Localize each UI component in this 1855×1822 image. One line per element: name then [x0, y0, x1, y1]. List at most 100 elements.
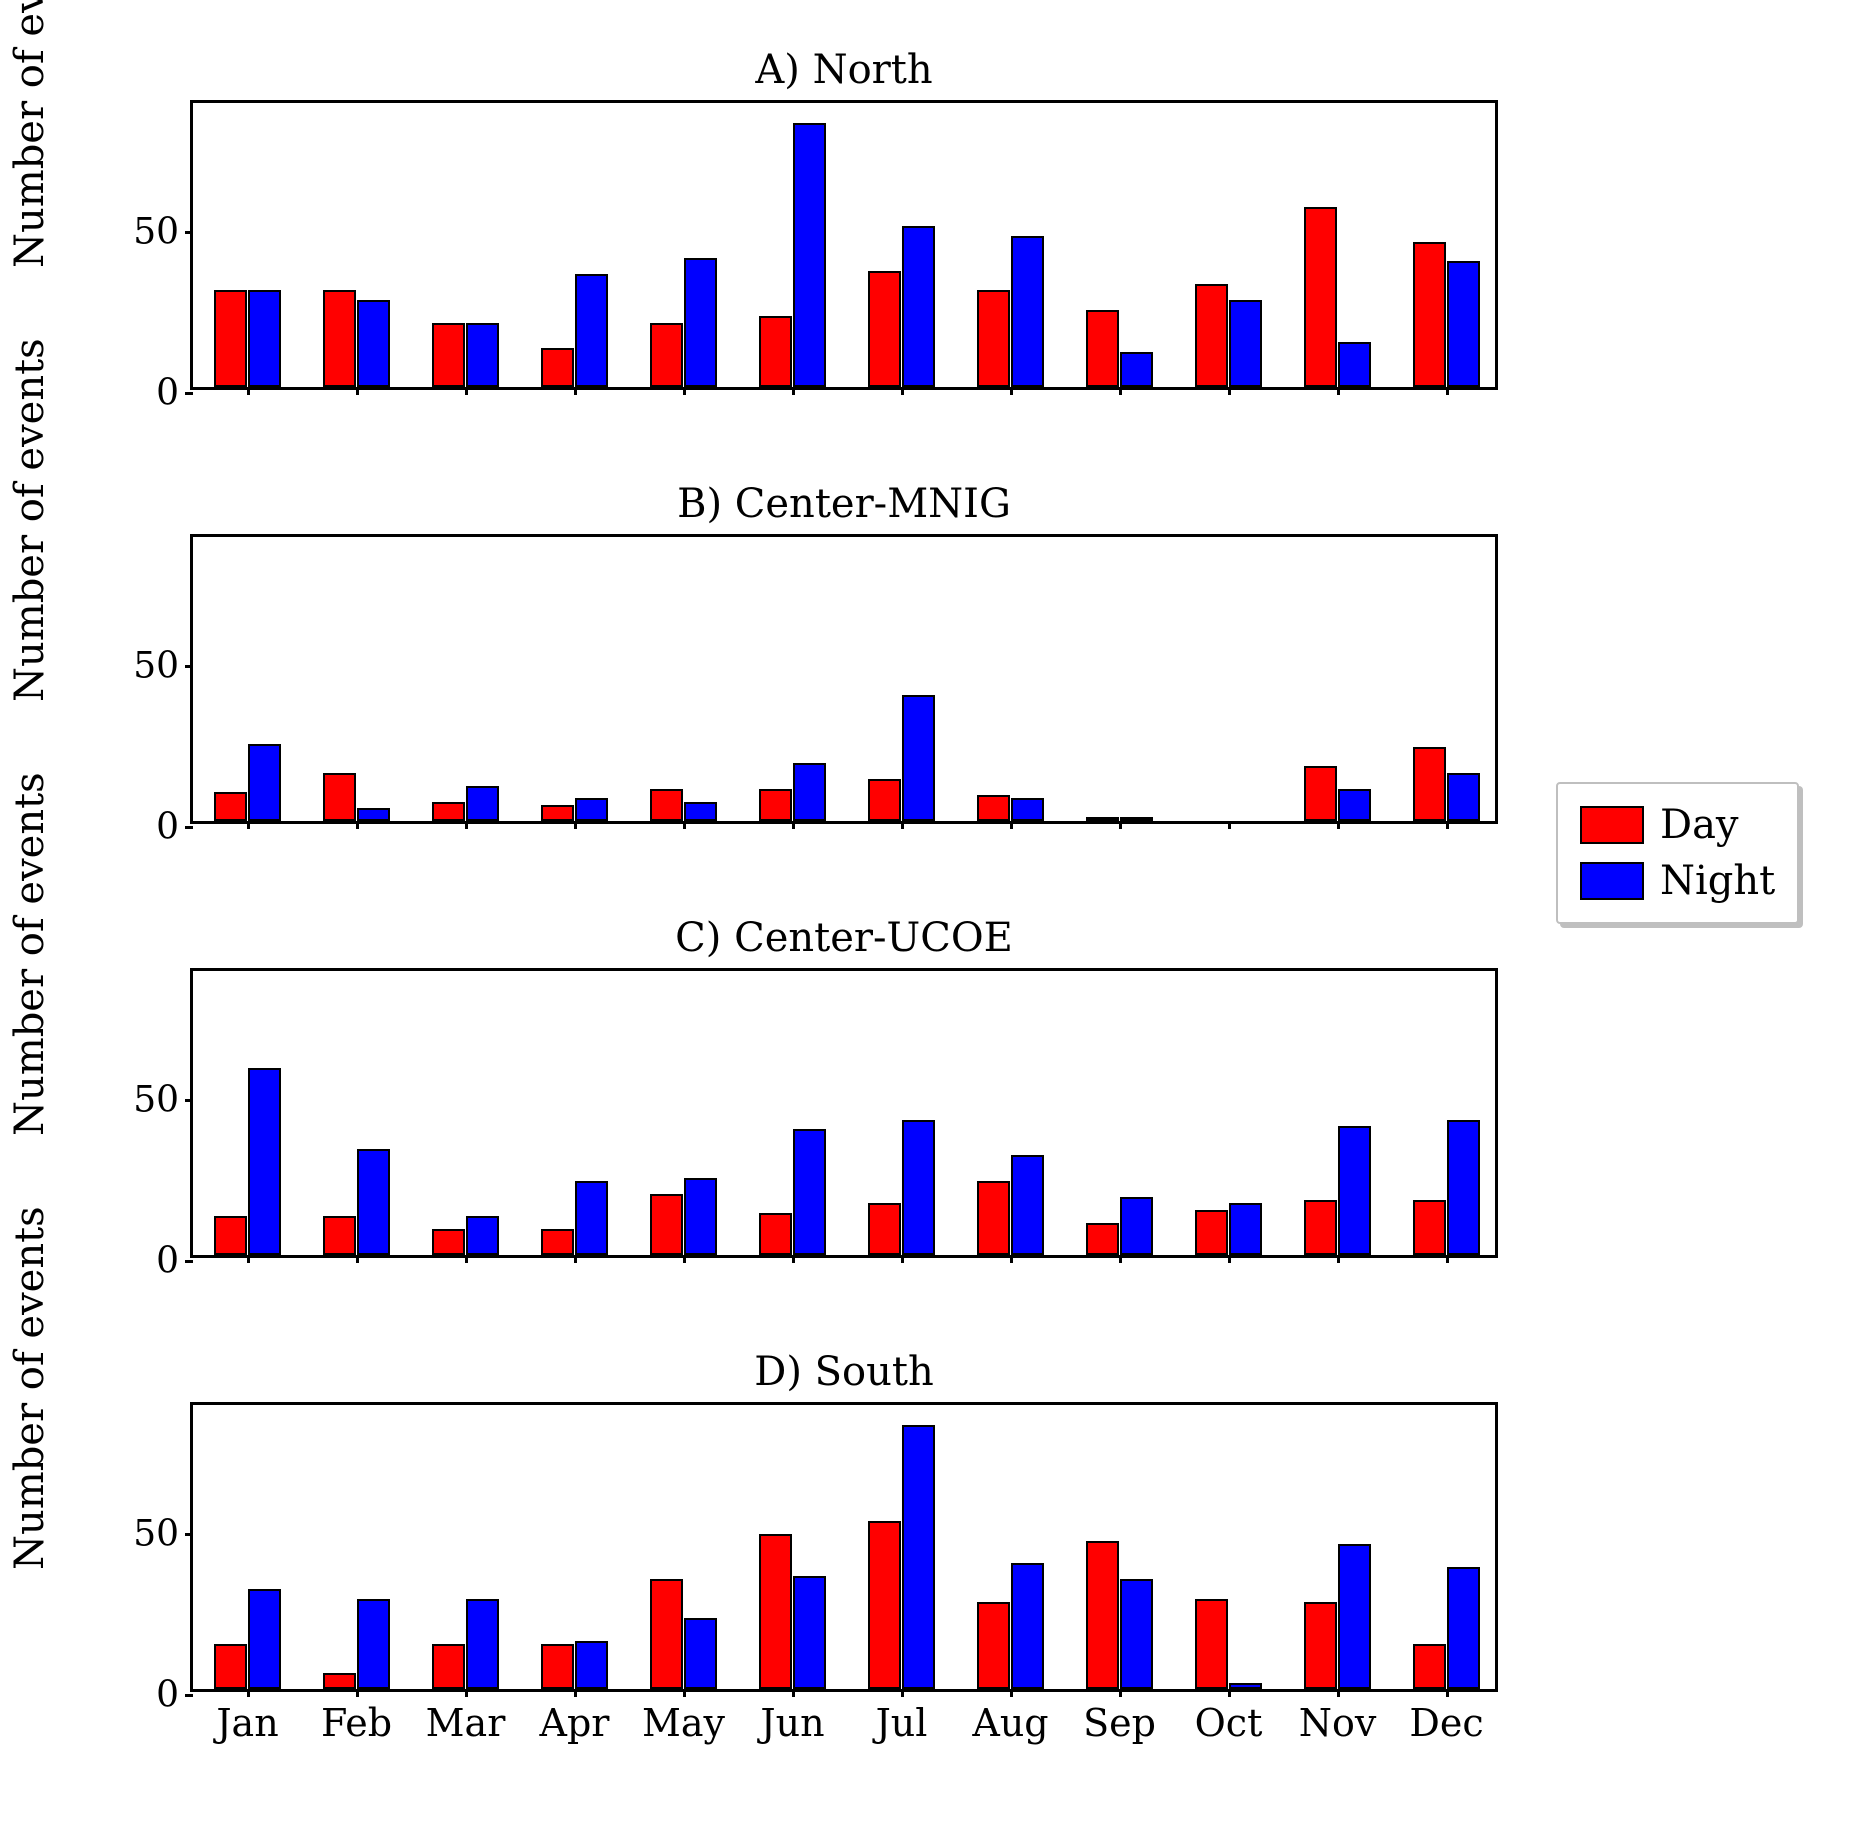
xtick-label: May — [642, 1689, 725, 1745]
panel-title: B) Center-MNIG — [193, 481, 1495, 527]
bar-day — [1086, 1541, 1120, 1689]
figure: A) North050 Number of events B) Center-MNI… — [0, 0, 1855, 1822]
xtick-mark — [901, 821, 904, 829]
bar-night — [1338, 789, 1372, 821]
bar-day — [650, 1194, 684, 1255]
bar-day — [1304, 1200, 1338, 1255]
xtick-mark — [574, 821, 577, 829]
bar-night — [1011, 798, 1045, 821]
xtick-mark — [247, 1255, 250, 1263]
bar-day — [1413, 1644, 1447, 1689]
bar-night — [1120, 352, 1154, 387]
bar-night — [1120, 1579, 1154, 1689]
xtick-label: Aug — [972, 1689, 1048, 1745]
xtick-label: Oct — [1195, 1689, 1263, 1745]
bar-night — [466, 1216, 500, 1255]
bar-day — [1086, 817, 1120, 821]
xtick-mark — [1446, 821, 1449, 829]
legend-label: Day — [1660, 802, 1739, 848]
bar-night — [466, 323, 500, 387]
bar-day — [1086, 310, 1120, 387]
xtick-label: Jun — [760, 1689, 824, 1745]
bar-day — [977, 1181, 1011, 1255]
bar-night — [248, 290, 282, 387]
panel-title: A) North — [193, 47, 1495, 93]
bar-night — [1120, 817, 1154, 821]
bar-night — [1011, 1155, 1045, 1255]
bar-day — [759, 316, 793, 387]
bar-day — [650, 1579, 684, 1689]
bar-day — [650, 323, 684, 387]
xtick-mark — [1446, 387, 1449, 395]
bar-day — [650, 789, 684, 821]
bar-day — [432, 1644, 466, 1689]
xtick-mark — [683, 1255, 686, 1263]
xtick-mark — [1228, 821, 1231, 829]
xtick-label: Nov — [1299, 1689, 1377, 1745]
bar-day — [868, 271, 902, 387]
bar-night — [357, 300, 391, 387]
legend-item: Night — [1580, 858, 1775, 904]
bar-night — [575, 1641, 609, 1689]
bar-day — [323, 290, 357, 387]
bar-night — [1229, 300, 1263, 387]
bar-day — [1086, 1223, 1120, 1255]
bar-day — [977, 1602, 1011, 1689]
xtick-mark — [465, 821, 468, 829]
bar-night — [575, 1181, 609, 1255]
ytick-mark — [185, 665, 193, 668]
xtick-mark — [1446, 1255, 1449, 1263]
xtick-mark — [1010, 1255, 1013, 1263]
xtick-mark — [683, 387, 686, 395]
xtick-mark — [356, 1255, 359, 1263]
xtick-label: Mar — [426, 1689, 506, 1745]
xtick-mark — [1119, 1255, 1122, 1263]
xtick-mark — [574, 1255, 577, 1263]
bar-day — [323, 1216, 357, 1255]
bar-day — [541, 348, 575, 387]
xtick-mark — [1228, 387, 1231, 395]
bar-night — [902, 1120, 936, 1255]
bar-day — [323, 773, 357, 821]
bar-night — [902, 695, 936, 821]
xtick-mark — [1337, 1255, 1340, 1263]
xtick-mark — [1119, 821, 1122, 829]
bar-day — [1195, 1599, 1229, 1689]
xtick-mark — [1337, 387, 1340, 395]
xtick-mark — [356, 821, 359, 829]
bar-night — [1011, 236, 1045, 387]
bar-day — [1304, 766, 1338, 821]
xtick-label: Dec — [1409, 1689, 1483, 1745]
legend-label: Night — [1660, 858, 1775, 904]
bar-night — [1338, 1544, 1372, 1689]
bar-night — [1447, 1120, 1481, 1255]
bar-night — [1011, 1563, 1045, 1689]
bar-night — [793, 123, 827, 387]
bar-night — [902, 226, 936, 387]
bar-day — [323, 1673, 357, 1689]
bar-night — [1120, 1197, 1154, 1255]
xtick-mark — [792, 387, 795, 395]
xtick-mark — [792, 821, 795, 829]
bar-night — [1447, 261, 1481, 387]
ytick-mark — [185, 1099, 193, 1102]
y-axis-label: Number of events — [7, 228, 53, 268]
bar-day — [1304, 1602, 1338, 1689]
bar-day — [1413, 1200, 1447, 1255]
xtick-mark — [574, 387, 577, 395]
xtick-mark — [683, 821, 686, 829]
y-axis-label: Number of events — [7, 1096, 53, 1136]
bar-night — [575, 798, 609, 821]
bar-night — [1338, 342, 1372, 387]
xtick-label: Jan — [216, 1689, 278, 1745]
legend: Day Night — [1556, 782, 1799, 924]
panel-title: D) South — [193, 1349, 1495, 1395]
panel-c: C) Center-UCOE050 — [190, 968, 1498, 1258]
bar-night — [357, 1599, 391, 1689]
bar-day — [214, 290, 248, 387]
panel-a: A) North050 — [190, 100, 1498, 390]
bar-day — [1304, 207, 1338, 387]
bar-day — [868, 1203, 902, 1255]
xtick-mark — [1337, 821, 1340, 829]
bar-day — [868, 1521, 902, 1689]
